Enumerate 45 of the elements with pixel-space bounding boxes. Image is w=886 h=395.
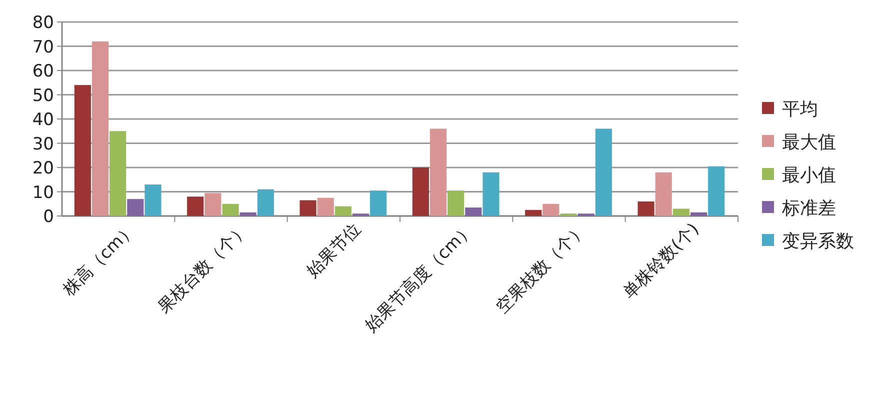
bar: [187, 196, 204, 216]
bar: [370, 190, 387, 216]
y-tick-label: 0: [43, 207, 54, 227]
y-tick-label: 40: [32, 110, 54, 130]
bar: [525, 210, 542, 216]
y-tick-label: 10: [32, 182, 54, 203]
x-tick-label: 株高（cm）: [58, 219, 140, 301]
bar: [542, 204, 560, 216]
bar: [638, 201, 654, 216]
x-tick-label: 果枝台数（个）: [154, 219, 253, 318]
legend-label: 变异系数: [782, 231, 854, 252]
bar: [482, 172, 500, 216]
bar: [74, 85, 91, 216]
legend-label: 平均: [782, 99, 818, 120]
bar: [595, 128, 612, 216]
y-tick-label: 20: [32, 158, 54, 178]
legend-label: 最大值: [782, 132, 836, 153]
bar: [222, 204, 239, 216]
x-tick-label: 单株铃数(个): [620, 219, 704, 304]
bar: [708, 166, 725, 216]
bar: [430, 128, 447, 216]
y-tick-label: 50: [32, 86, 54, 106]
y-tick-label: 80: [32, 13, 54, 33]
y-tick-label: 60: [32, 62, 54, 82]
x-tick-label: 空果枝数（个）: [492, 219, 591, 318]
bar: [127, 199, 144, 216]
bar: [144, 184, 162, 216]
bar: [448, 190, 464, 216]
bar: [465, 208, 482, 216]
bar: [317, 198, 334, 216]
bar: [110, 131, 126, 216]
bar: [334, 206, 352, 216]
bar: [412, 168, 429, 216]
bar: [92, 41, 109, 216]
bar: [300, 200, 316, 216]
bar: [655, 172, 672, 216]
bar: [690, 212, 708, 216]
bar: [240, 212, 256, 216]
y-tick-label: 30: [32, 134, 54, 154]
legend-label: 标准差: [781, 198, 836, 219]
y-tick-label: 70: [32, 37, 54, 58]
bar: [257, 189, 274, 216]
bar: [672, 208, 690, 216]
bar: [204, 192, 222, 216]
legend-label: 最小值: [782, 165, 836, 186]
